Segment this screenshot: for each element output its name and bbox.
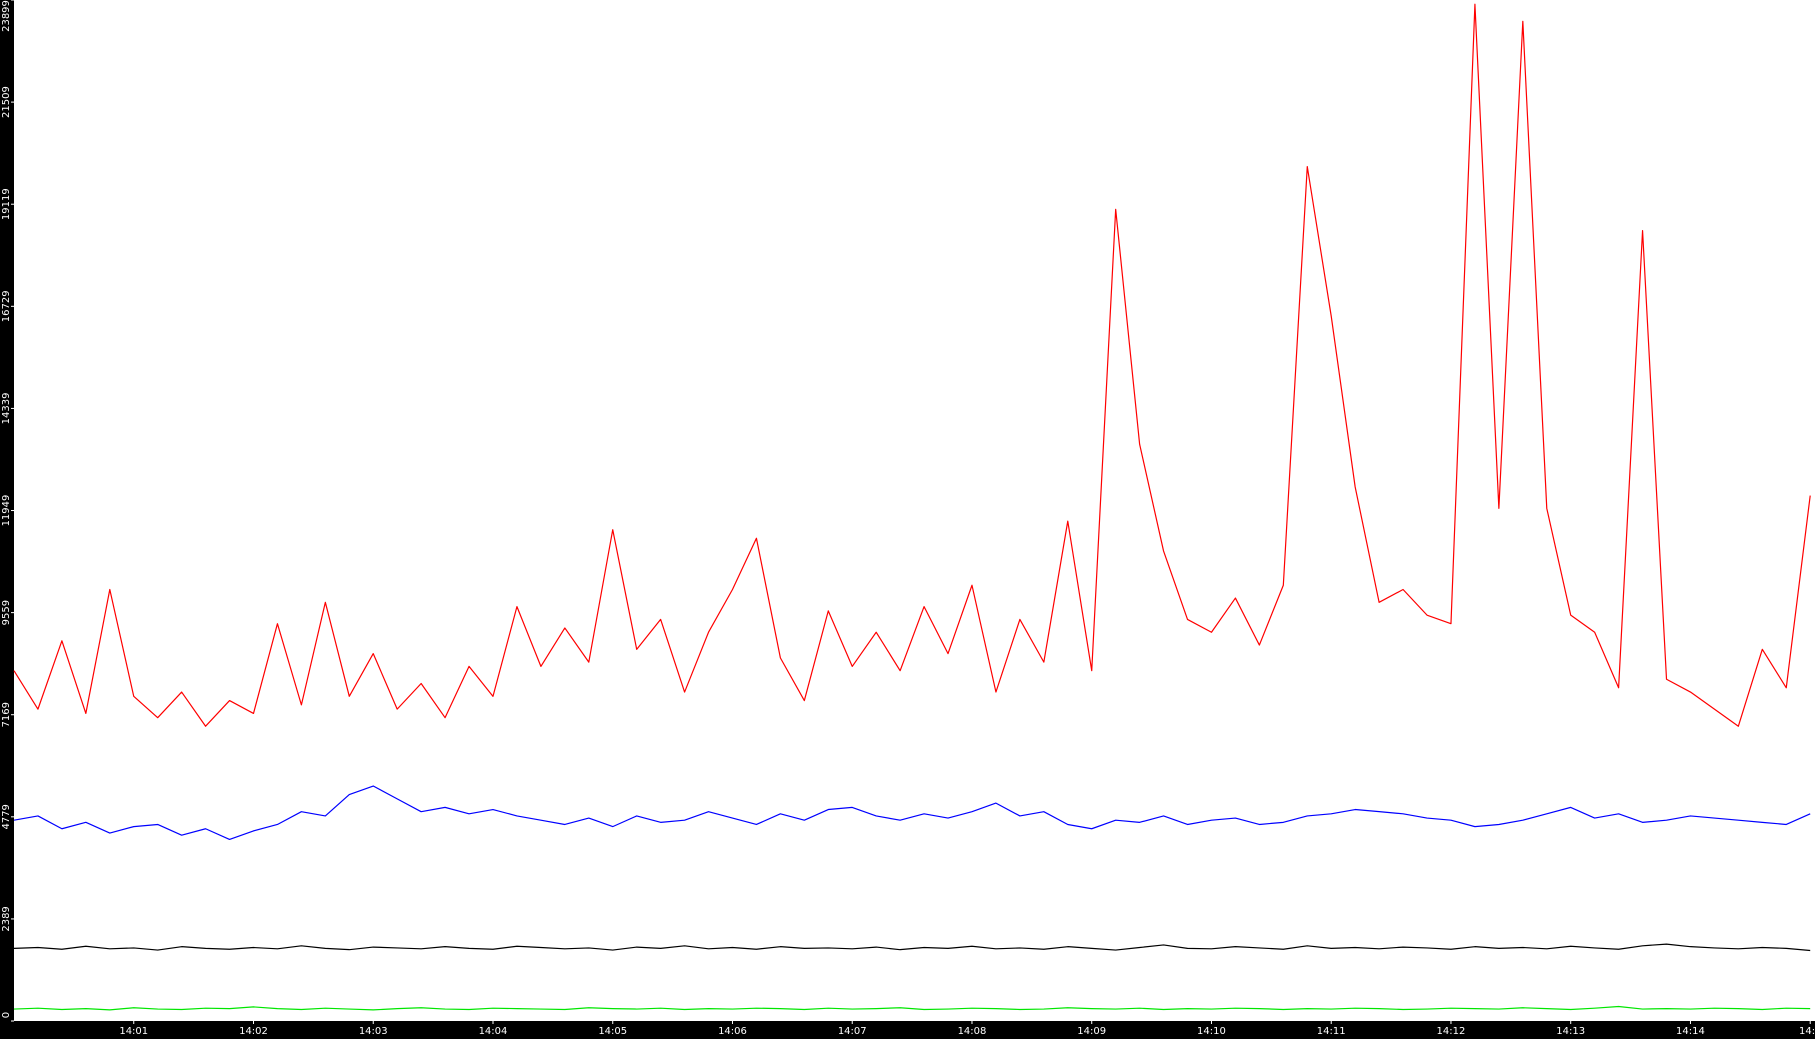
x-tick-label: 14:04 (479, 1026, 508, 1037)
y-tick-label: 14339 (1, 393, 12, 425)
y-tick-label: 0 (1, 1012, 12, 1018)
x-tick-label: 14:02 (239, 1026, 268, 1037)
x-tick-label: 14:01 (119, 1026, 148, 1037)
y-tick-label: 2389 (1, 906, 12, 931)
y-tick-label: 21509 (1, 86, 12, 118)
x-tick-label: 14:14 (1676, 1026, 1705, 1037)
x-tick-label: 14:1 (1799, 1026, 1815, 1037)
series-line (13, 943, 1811, 952)
series-line (13, 1005, 1811, 1011)
y-axis-strip (0, 0, 14, 1039)
series-line (13, 785, 1811, 841)
series-line (13, 3, 1811, 727)
x-tick-label: 14:11 (1317, 1026, 1346, 1037)
x-tick-label: 14:10 (1197, 1026, 1226, 1037)
x-tick-label: 14:13 (1556, 1026, 1585, 1037)
x-tick-label: 14:06 (718, 1026, 747, 1037)
y-tick-label: 7169 (1, 702, 12, 727)
x-tick-label: 14:09 (1077, 1026, 1106, 1037)
x-tick-label: 14:05 (598, 1026, 627, 1037)
x-tick-label: 14:12 (1437, 1026, 1466, 1037)
x-tick-label: 14:03 (359, 1026, 388, 1037)
x-tick-label: 14:08 (958, 1026, 987, 1037)
x-axis-strip (0, 1021, 1815, 1039)
x-tick-label: 14:07 (838, 1026, 867, 1037)
y-tick-label: 19119 (1, 188, 12, 220)
y-tick-label: 9559 (1, 600, 12, 625)
y-tick-label: 16729 (1, 290, 12, 322)
y-tick-label: 11949 (1, 495, 12, 527)
y-tick-label: 4779 (1, 804, 12, 829)
y-tick-label: 23899 (1, 0, 12, 32)
